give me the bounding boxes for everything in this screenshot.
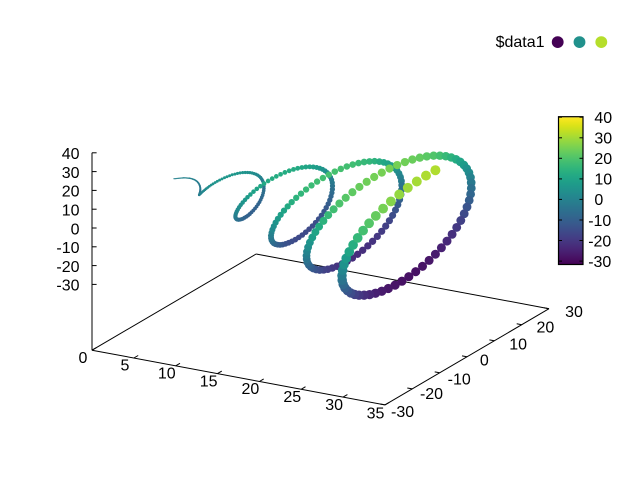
- svg-text:-10: -10: [448, 371, 471, 388]
- svg-text:30: 30: [565, 304, 583, 321]
- svg-text:30: 30: [62, 165, 80, 182]
- svg-text:10: 10: [594, 172, 612, 189]
- svg-text:30: 30: [594, 131, 612, 148]
- svg-text:-10: -10: [56, 240, 79, 257]
- svg-text:5: 5: [120, 358, 129, 375]
- svg-text:0: 0: [79, 350, 88, 367]
- svg-text:-30: -30: [56, 278, 79, 295]
- svg-text:10: 10: [158, 366, 176, 383]
- svg-text:-20: -20: [420, 386, 443, 403]
- svg-text:-30: -30: [588, 254, 611, 271]
- svg-text:20: 20: [537, 320, 555, 337]
- svg-text:25: 25: [283, 389, 301, 406]
- svg-text:10: 10: [62, 203, 80, 220]
- svg-text:-30: -30: [391, 404, 414, 421]
- svg-text:-10: -10: [588, 213, 611, 230]
- svg-text:0: 0: [594, 192, 603, 209]
- svg-text:0: 0: [480, 353, 489, 370]
- svg-text:40: 40: [594, 110, 612, 127]
- svg-text:35: 35: [367, 405, 385, 422]
- svg-text:-20: -20: [56, 259, 79, 276]
- svg-text:0: 0: [71, 221, 80, 238]
- svg-text:10: 10: [509, 337, 527, 354]
- svg-text:40: 40: [62, 146, 80, 163]
- svg-text:20: 20: [62, 184, 80, 201]
- svg-text:$data1: $data1: [496, 34, 545, 51]
- svg-text:15: 15: [200, 373, 218, 390]
- svg-text:20: 20: [594, 151, 612, 168]
- svg-text:20: 20: [242, 381, 260, 398]
- svg-text:-20: -20: [588, 233, 611, 250]
- svg-text:30: 30: [325, 397, 343, 414]
